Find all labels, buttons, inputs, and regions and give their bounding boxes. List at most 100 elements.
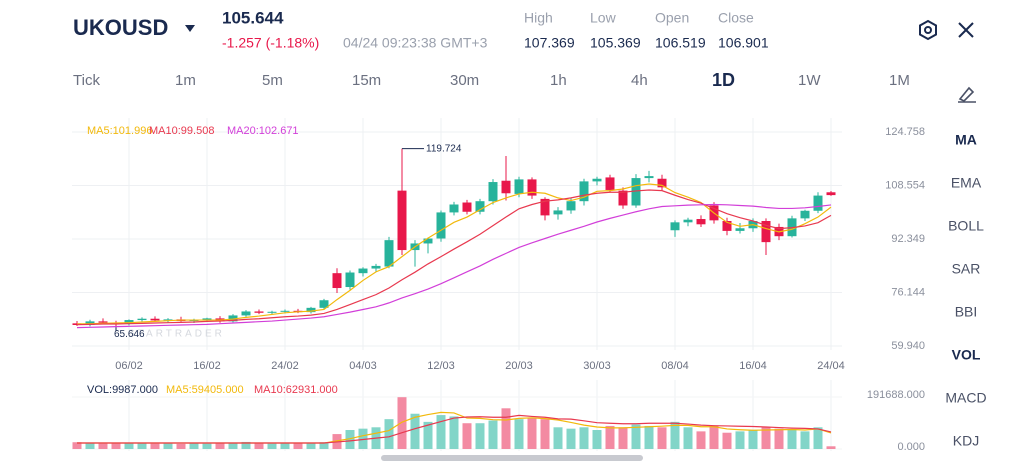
x-tick-label: 08/04	[661, 360, 689, 372]
candle-body	[306, 307, 316, 313]
y-tick-label: 0.000	[897, 441, 925, 453]
timeframe-tab[interactable]: 5m	[262, 72, 283, 89]
volume-bar	[241, 441, 251, 449]
volume-bar	[163, 443, 173, 449]
timeframe-tab[interactable]: 1m	[175, 72, 196, 89]
volume-bar	[111, 442, 121, 449]
volume-bar	[397, 397, 407, 449]
x-tick-label: 30/03	[583, 360, 611, 372]
candle-body	[826, 192, 836, 196]
candle-body	[657, 178, 667, 188]
candle-body	[488, 182, 498, 202]
timeframe-tab[interactable]: 30m	[450, 72, 479, 89]
candle-body	[228, 315, 238, 322]
volume-bar	[319, 442, 329, 449]
ma-line	[76, 183, 832, 325]
candle-body	[553, 210, 563, 215]
indicator-tab[interactable]: VOL	[952, 347, 981, 363]
candle-body	[397, 190, 407, 251]
timeframe-tab[interactable]: 1W	[798, 72, 821, 89]
scrollbar[interactable]	[381, 455, 643, 461]
ma-line	[76, 203, 832, 329]
timeframe-tab[interactable]: Tick	[73, 72, 100, 89]
stat-label: High	[524, 10, 553, 26]
candle-body	[98, 321, 108, 323]
x-tick-label: 20/03	[505, 360, 533, 372]
volume-bar	[202, 443, 212, 449]
symbol[interactable]: UKOUSD	[73, 15, 168, 40]
volume-bar	[345, 430, 355, 449]
draw-icon[interactable]	[958, 86, 976, 103]
timeframe-tab[interactable]: 4h	[631, 72, 648, 89]
volume-bar	[436, 415, 446, 449]
indicator-tab[interactable]: MACD	[945, 390, 986, 406]
candle-body	[800, 210, 810, 219]
x-tick-label: 04/03	[349, 360, 377, 372]
volume-bar	[644, 425, 654, 449]
volume-bar	[150, 443, 160, 449]
candle-body	[280, 310, 290, 312]
candle-body	[423, 238, 433, 244]
legend-entry: MA5:59405.000	[166, 384, 244, 396]
timestamp: 04/24 09:23:38 GMT+3	[343, 35, 488, 51]
settings-icon[interactable]	[919, 19, 937, 41]
timeframe-tab[interactable]: 1M	[889, 72, 910, 89]
volume-bar	[618, 427, 628, 449]
indicator-tab[interactable]: SAR	[952, 261, 981, 277]
legend-entry: MA5:101.996	[87, 125, 152, 137]
x-tick-label: 16/02	[193, 360, 221, 372]
volume-bar	[280, 443, 290, 449]
timeframe-tab[interactable]: 1D	[712, 70, 735, 90]
volume-bar	[813, 427, 823, 449]
candle-body	[592, 178, 602, 182]
y-tick-label: 92.349	[891, 233, 925, 245]
indicator-tab[interactable]: MA	[955, 132, 977, 148]
candle-body	[436, 212, 446, 239]
timeframe-tab[interactable]: 15m	[352, 72, 381, 89]
candle-body	[371, 265, 381, 269]
candle-body	[813, 195, 823, 211]
y-tick-label: 124.758	[885, 126, 925, 138]
y-tick-label: 191688.000	[867, 389, 925, 401]
high-label: 119.724	[426, 143, 462, 154]
volume-bar	[735, 431, 745, 449]
candle-body	[137, 318, 147, 321]
close-icon[interactable]	[958, 22, 974, 38]
volume-bar	[137, 442, 147, 449]
volume-bar	[488, 420, 498, 449]
symbol-dropdown[interactable]	[185, 25, 195, 32]
volume-bar	[540, 419, 550, 449]
volume-bar	[72, 442, 82, 449]
candle-body	[683, 219, 693, 223]
candle-body	[761, 221, 771, 243]
indicator-tab[interactable]: EMA	[951, 175, 982, 191]
candle-body	[124, 320, 134, 325]
legend-entry: MA10:99.508	[149, 125, 214, 137]
candle-body	[696, 219, 706, 225]
candle-body	[345, 272, 355, 288]
stat-label: Open	[655, 10, 689, 26]
volume-bar	[774, 428, 784, 449]
volume-bar	[267, 443, 277, 449]
volume-bar	[462, 423, 472, 449]
indicator-tab[interactable]: KDJ	[953, 433, 979, 449]
low-label: 65.646	[114, 329, 145, 340]
candle-body	[332, 273, 342, 289]
volume-bar	[410, 413, 420, 449]
candle-body	[358, 268, 368, 274]
x-tick-label: 24/02	[271, 360, 299, 372]
volume-bar	[85, 443, 95, 449]
candle-body	[319, 300, 329, 308]
volume-bar	[527, 417, 537, 449]
volume-bar	[579, 427, 589, 449]
indicator-tab[interactable]: BOLL	[948, 218, 984, 234]
candle-body	[384, 240, 394, 267]
candle-body	[202, 318, 212, 320]
candle-body	[670, 222, 680, 231]
indicator-tab[interactable]: BBI	[955, 304, 978, 320]
volume-bar	[605, 425, 615, 449]
volume-bar	[566, 428, 576, 449]
candle-body	[150, 318, 160, 321]
timeframe-tab[interactable]: 1h	[550, 72, 567, 89]
stat-label: Low	[590, 10, 617, 26]
